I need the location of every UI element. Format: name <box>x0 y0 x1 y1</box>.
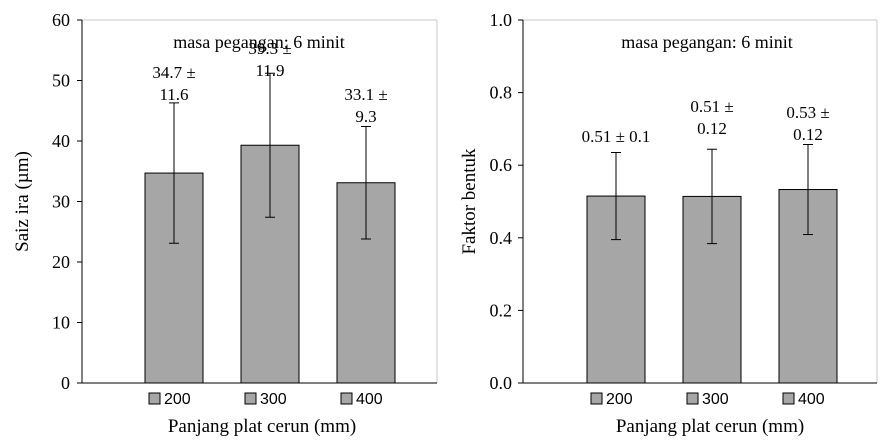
data-label-200: 34.7 ± <box>152 63 195 82</box>
data-label-400-line2: 9.3 <box>355 107 376 126</box>
legend-label-200: 200 <box>606 391 633 408</box>
data-label-400: 0.53 ± <box>786 103 829 122</box>
chart-title: masa pegangan: 6 minit <box>173 32 344 52</box>
data-label-400: 33.1 ± <box>344 85 387 104</box>
y-tick-label: 20 <box>52 252 70 272</box>
chart-panel-1: 0 10 20 30 40 50 60 Saiz ira (µm) masa pegangan:… <box>12 10 438 437</box>
y-axis-label: Faktor bentuk <box>459 148 480 255</box>
legend-label-300: 300 <box>702 391 729 408</box>
y-tick-label: 50 <box>52 71 70 91</box>
data-label-200: 0.51 ± 0.1 <box>582 127 651 146</box>
chart-title: masa pegangan: 6 minit <box>621 32 792 52</box>
data-label-400-line2: 0.12 <box>793 125 823 144</box>
y-tick-label: 0.8 <box>490 83 513 103</box>
legend-swatch-200 <box>590 392 603 405</box>
y-tick-label: 0.6 <box>490 155 513 175</box>
x-axis-label: Panjang plat cerun (mm) <box>616 416 804 437</box>
y-tick-label: 30 <box>52 192 70 212</box>
legend-label-400: 400 <box>356 391 383 408</box>
y-tick-label: 0.2 <box>490 300 513 320</box>
legend-label-400: 400 <box>798 391 825 408</box>
y-tick-label: 1.0 <box>490 10 513 30</box>
data-label-200-line2: 11.6 <box>159 85 188 104</box>
y-tick-label: 10 <box>52 313 70 333</box>
y-tick-label: 0.0 <box>490 373 513 393</box>
data-label-300: 39.3 ± <box>248 39 291 58</box>
x-axis-label: Panjang plat cerun (mm) <box>168 416 356 437</box>
y-tick-label: 60 <box>52 10 70 30</box>
legend-swatch-300 <box>686 392 699 405</box>
y-tick-label: 0 <box>61 373 70 393</box>
data-label-300: 0.51 ± <box>690 97 733 116</box>
legend-label-300: 300 <box>260 391 287 408</box>
legend-swatch-200 <box>148 392 161 405</box>
data-label-300-line2: 0.12 <box>697 119 727 138</box>
y-axis-label: Saiz ira (µm) <box>12 151 33 252</box>
y-tick-label: 40 <box>52 131 70 151</box>
data-label-300-line2: 11.9 <box>255 61 284 80</box>
chart-panel-2: 0.0 0.2 0.4 0.6 0.8 1.0 Faktor bentuk masa pega… <box>459 10 878 437</box>
legend-swatch-400 <box>340 392 353 405</box>
legend-label-200: 200 <box>164 391 191 408</box>
legend-swatch-400 <box>782 392 795 405</box>
y-tick-label: 0.4 <box>490 228 513 248</box>
legend-swatch-300 <box>244 392 257 405</box>
